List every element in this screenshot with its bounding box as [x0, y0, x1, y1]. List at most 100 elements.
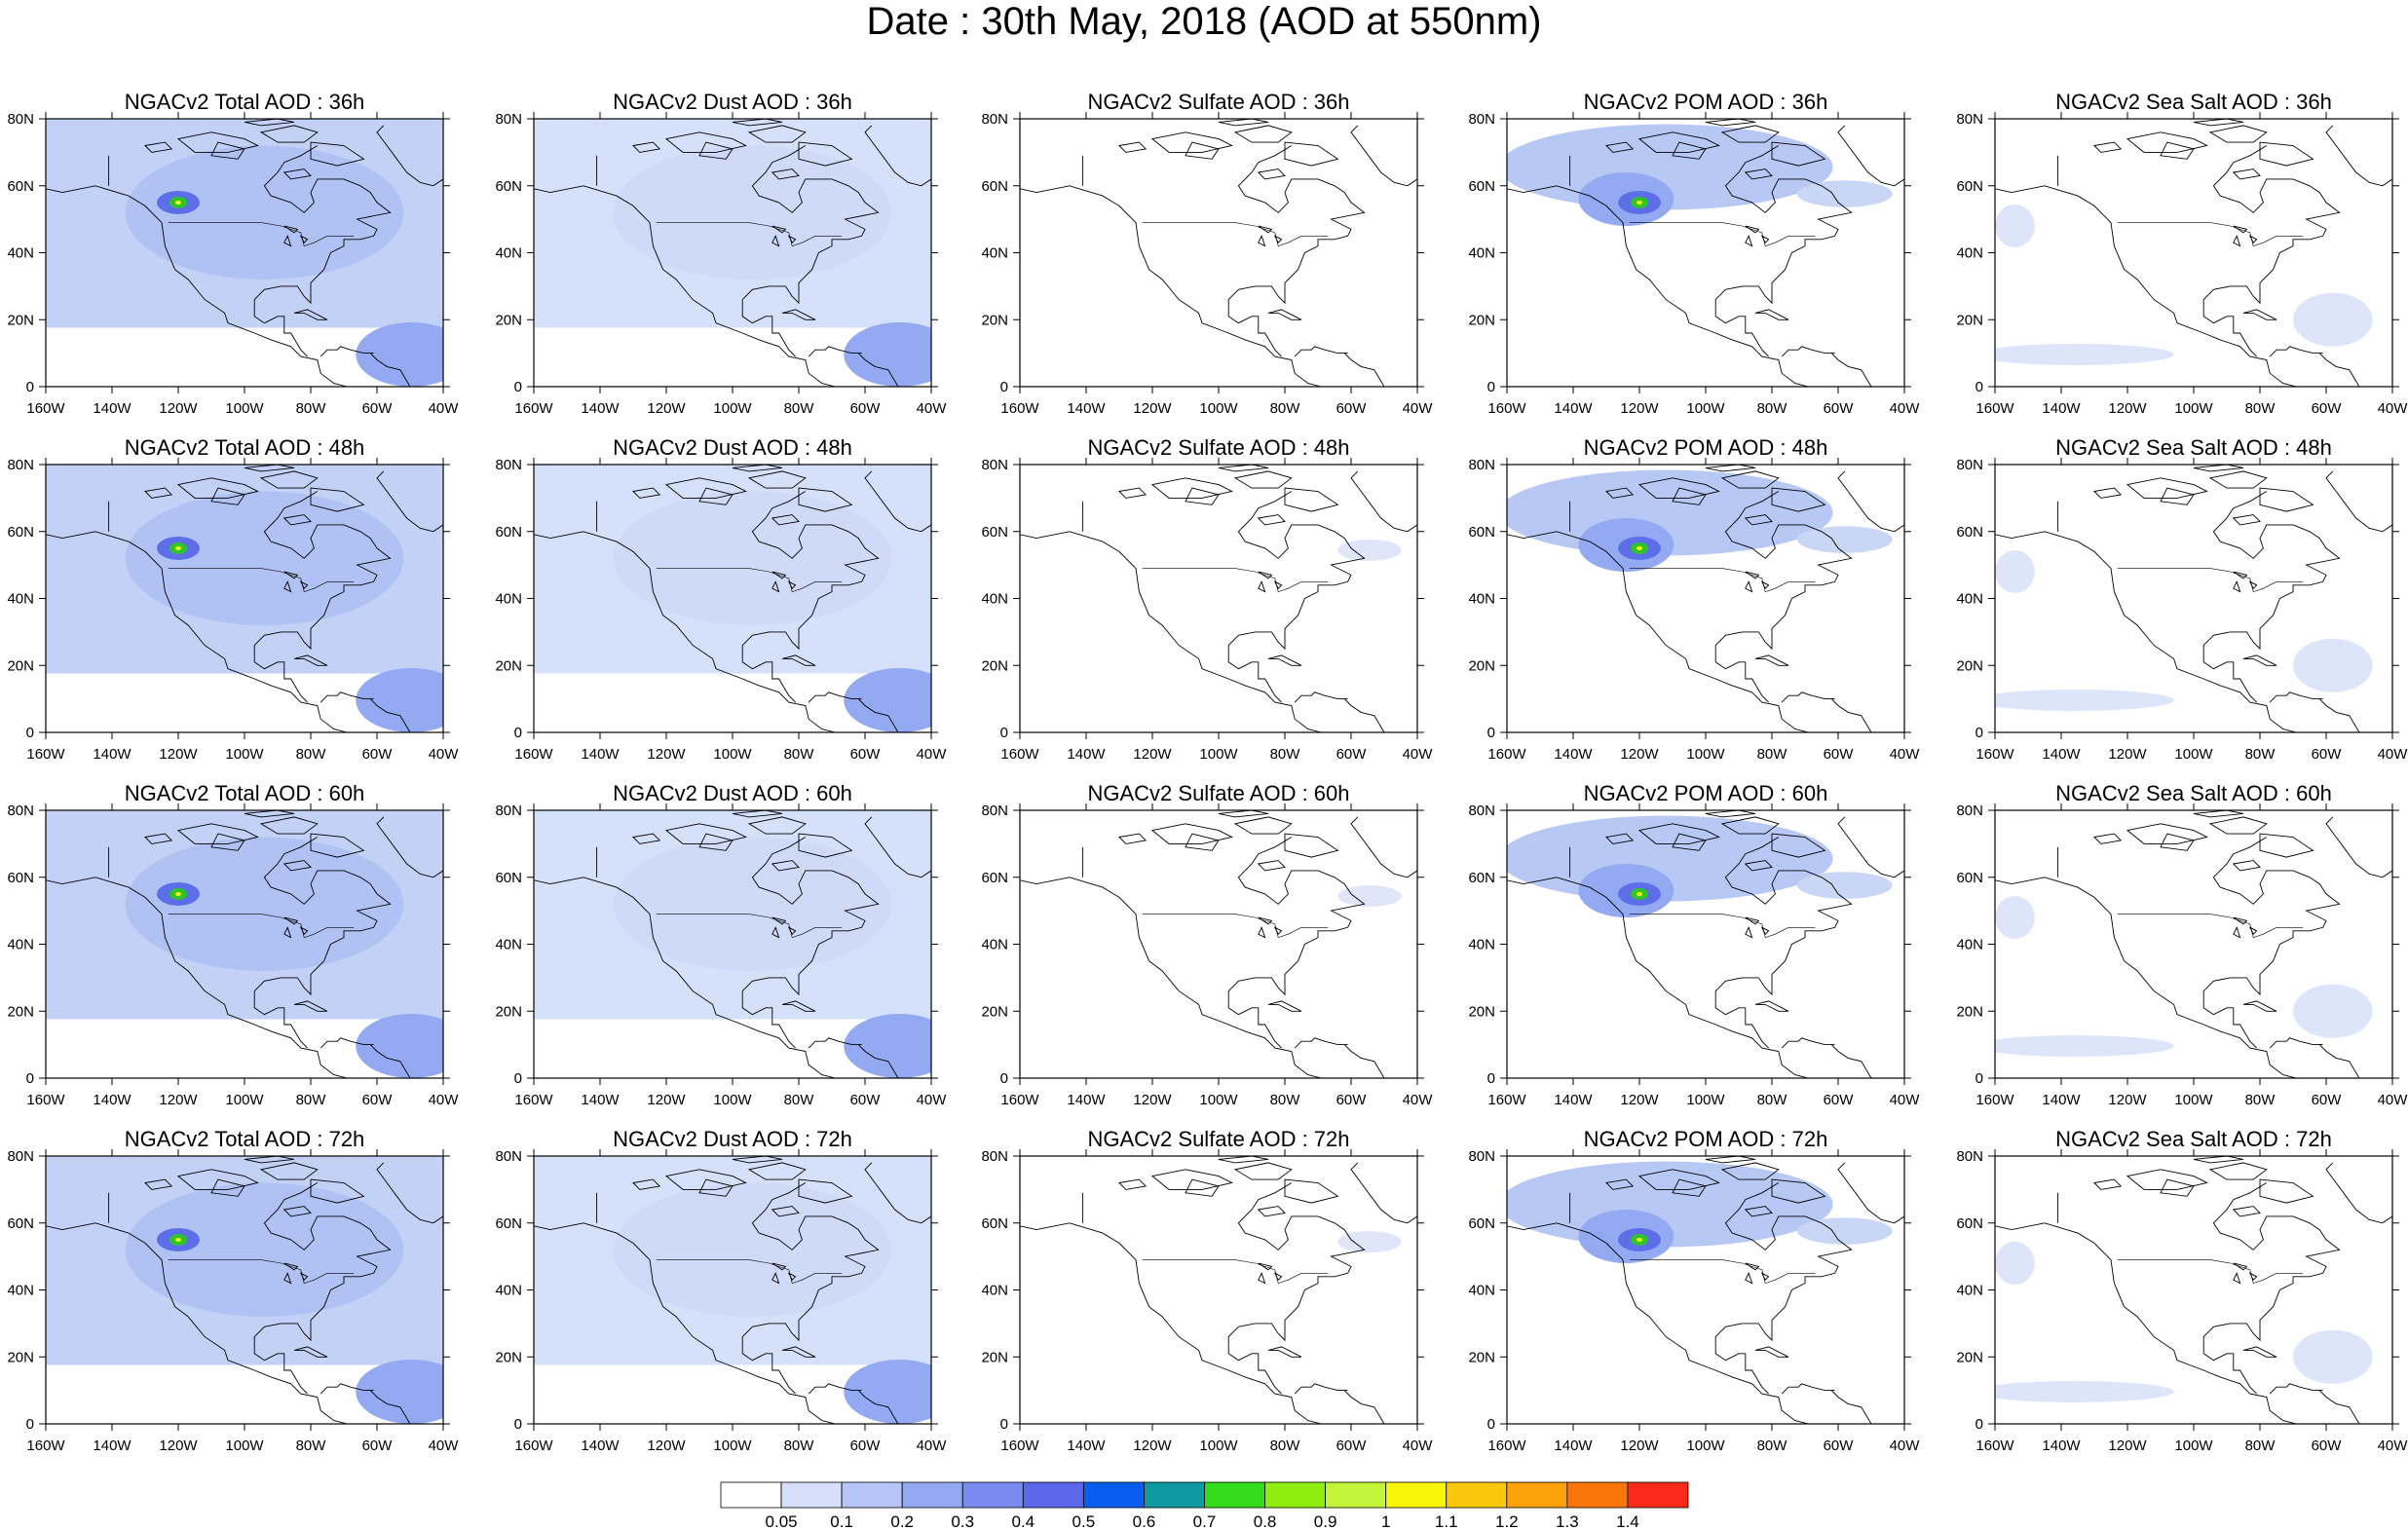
coastline — [1218, 465, 1269, 472]
coastline — [46, 531, 348, 732]
coastline — [2325, 470, 2392, 533]
coastline — [2259, 487, 2314, 512]
x-tick-label: 120W — [1620, 746, 1659, 763]
coastline — [1267, 1346, 1302, 1358]
coastline — [2193, 810, 2244, 818]
map-panel: NGACv2 Sea Salt AOD : 72h 160W 140W 120W 100… — [1956, 1127, 2408, 1454]
y-tick-label: 40N — [495, 591, 522, 608]
y-tick-label: 40N — [7, 937, 34, 953]
coastline — [2259, 833, 2314, 858]
coastline — [1830, 1390, 1874, 1424]
coastline — [210, 141, 245, 160]
coastline — [747, 470, 807, 489]
x-tick-label: 160W — [1000, 1092, 1039, 1108]
coastline — [1218, 1156, 1269, 1164]
coastline — [732, 465, 783, 472]
x-tick-label: 100W — [2174, 400, 2213, 417]
coastline — [1294, 1037, 1348, 1049]
y-tick-label: 0 — [1487, 379, 1495, 395]
x-tick-label: 140W — [1067, 746, 1106, 763]
colorbar-label: 0.4 — [1011, 1512, 1035, 1531]
y-tick-label: 60N — [981, 1215, 1008, 1232]
coastline — [259, 125, 319, 143]
coastline — [2269, 346, 2323, 357]
colorbar-swatch — [1385, 1481, 1448, 1509]
coastline — [1705, 1156, 1756, 1164]
aod-field — [1995, 1156, 2392, 1424]
aod-region — [125, 491, 404, 625]
coastline — [376, 1162, 443, 1224]
aod-clear-band — [46, 1375, 265, 1392]
y-tick-label: 40N — [1956, 591, 1983, 608]
map-panel: NGACv2 Sulfate AOD : 48h 160W 140W 120W 100W… — [981, 435, 1433, 763]
coastline — [664, 131, 747, 153]
map-panel: NGACv2 Total AOD : 48h 160W 140W 120W 100W 80… — [7, 435, 459, 763]
x-tick-label: 140W — [93, 746, 132, 763]
coastline — [1227, 1182, 1366, 1395]
x-tick-label: 60W — [2312, 1092, 2343, 1108]
country-border — [656, 914, 843, 938]
coastline — [2233, 235, 2241, 247]
coastline — [244, 1156, 295, 1164]
map-panel: NGACv2 Dust AOD : 48h 160W 140W 120W 100W 80W… — [495, 435, 948, 763]
coastline — [2318, 698, 2362, 732]
coastline — [1343, 698, 1387, 732]
coastline — [632, 141, 661, 153]
coastline — [1745, 235, 1753, 247]
x-tick-label: 40W — [917, 746, 948, 763]
y-tick-label: 20N — [981, 1003, 1008, 1020]
map-panel: NGACv2 Sulfate AOD : 36h 160W 140W 120W 100W… — [981, 90, 1433, 417]
y-tick-label: 80N — [981, 111, 1008, 128]
aod-region — [844, 668, 931, 732]
x-tick-label: 120W — [1620, 1438, 1659, 1454]
coastline — [1350, 125, 1417, 187]
colorbar-label: 0.5 — [1072, 1512, 1096, 1531]
aod-region — [356, 1360, 443, 1424]
coastline — [1637, 823, 1720, 844]
coastline — [2202, 491, 2341, 703]
x-tick-label: 100W — [225, 1092, 264, 1108]
coastline — [1218, 119, 1269, 127]
y-tick-label: 40N — [7, 245, 34, 262]
aod-region — [1337, 885, 1402, 907]
colorbar-swatch — [1566, 1481, 1629, 1509]
coastline — [1830, 1044, 1874, 1078]
coastline — [2233, 580, 2241, 593]
coastline — [2259, 141, 2314, 167]
coastline — [1227, 145, 1366, 357]
country-border — [1142, 222, 1329, 246]
coastline — [2208, 125, 2268, 143]
coastline — [698, 141, 734, 160]
panel-title: NGACv2 Dust AOD : 60h — [613, 781, 852, 805]
aod-region — [1796, 872, 1893, 899]
y-tick-label: 20N — [1468, 1349, 1495, 1365]
coastline — [1744, 168, 1773, 180]
x-tick-label: 40W — [917, 400, 948, 417]
colorbar-label: 0.05 — [766, 1512, 798, 1531]
x-tick-label: 160W — [1975, 1092, 2014, 1108]
aod-field — [1507, 465, 1904, 732]
x-tick-label: 60W — [1336, 1438, 1368, 1454]
coastline — [1745, 926, 1753, 939]
coastline — [2160, 833, 2195, 851]
coastline — [2232, 1206, 2261, 1217]
coastline — [698, 1178, 734, 1197]
coastline — [2325, 125, 2392, 187]
colorbar-label: 1.1 — [1435, 1512, 1458, 1531]
coastline — [808, 1383, 862, 1395]
colorbar-label: 0.1 — [830, 1512, 853, 1531]
x-tick-label: 80W — [296, 1092, 327, 1108]
coastline — [376, 816, 443, 878]
x-tick-label: 160W — [1975, 400, 2014, 417]
coastline — [259, 816, 319, 835]
aod-field — [46, 810, 443, 1078]
aod-field — [46, 119, 443, 387]
coastline — [1227, 837, 1366, 1049]
x-tick-label: 120W — [159, 746, 198, 763]
x-tick-label: 60W — [850, 1438, 882, 1454]
y-tick-label: 0 — [514, 379, 522, 395]
coastline — [369, 353, 413, 387]
y-tick-label: 60N — [981, 524, 1008, 541]
x-tick-label: 60W — [362, 400, 394, 417]
y-tick-label: 20N — [1468, 657, 1495, 674]
